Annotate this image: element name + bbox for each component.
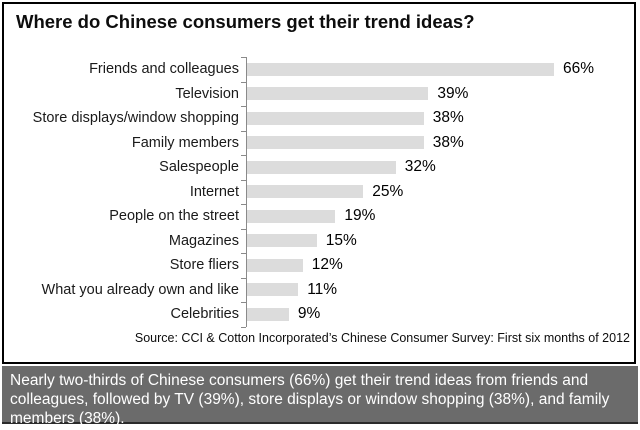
axis-tick bbox=[241, 253, 246, 254]
bar-track: 15% bbox=[246, 228, 634, 253]
category-label: Celebrities bbox=[170, 306, 240, 323]
bar-row: Store displays/window shopping 38% bbox=[4, 106, 634, 131]
value-label: 39% bbox=[437, 84, 469, 102]
chart-panel: Where do Chinese consumers get their tre… bbox=[2, 2, 636, 364]
axis-tick bbox=[241, 302, 246, 303]
bar bbox=[247, 185, 364, 199]
bar-chart: Friends and colleagues 66% Television 39% St… bbox=[4, 57, 634, 328]
bar bbox=[247, 87, 429, 101]
bar-track: 19% bbox=[246, 204, 634, 229]
bar bbox=[247, 160, 396, 174]
axis-tick bbox=[241, 82, 246, 83]
category-label: Friends and colleagues bbox=[89, 61, 239, 78]
category-label: Store displays/window shopping bbox=[32, 110, 239, 127]
bar-row: Store fliers 12% bbox=[4, 253, 634, 278]
value-label: 9% bbox=[297, 305, 321, 323]
bar-row: Friends and colleagues 66% bbox=[4, 57, 634, 82]
value-label: 32% bbox=[404, 158, 436, 176]
bar bbox=[247, 111, 424, 125]
bar-row: Magazines 15% bbox=[4, 228, 634, 253]
bar bbox=[247, 307, 289, 321]
category-label: Magazines bbox=[168, 232, 239, 249]
bar-track: 39% bbox=[246, 81, 634, 106]
axis-tick bbox=[241, 229, 246, 230]
summary-footer: Nearly two-thirds of Chinese consumers (… bbox=[2, 366, 638, 427]
axis-tick bbox=[241, 106, 246, 107]
bar-track: 11% bbox=[246, 277, 634, 302]
source-note: Source: CCI & Cotton Incorporated’s Chin… bbox=[134, 331, 630, 345]
category-label: Television bbox=[175, 85, 239, 102]
axis-tick bbox=[241, 57, 246, 58]
category-label: People on the street bbox=[109, 208, 239, 225]
axis-tick bbox=[241, 204, 246, 205]
bar bbox=[247, 283, 299, 297]
value-label: 19% bbox=[344, 207, 376, 225]
summary-text: Nearly two-thirds of Chinese consumers (… bbox=[10, 372, 610, 427]
bar-row: Internet 25% bbox=[4, 179, 634, 204]
bar-track: 12% bbox=[246, 253, 634, 278]
bar bbox=[247, 62, 554, 76]
category-label: Salespeople bbox=[159, 159, 239, 176]
category-label: Store fliers bbox=[169, 257, 239, 274]
bar-track: 9% bbox=[246, 302, 634, 327]
bar-row: Television 39% bbox=[4, 81, 634, 106]
bar bbox=[247, 209, 336, 223]
chart-title: Where do Chinese consumers get their tre… bbox=[16, 11, 475, 32]
bar-track: 38% bbox=[246, 130, 634, 155]
value-label: 38% bbox=[432, 109, 464, 127]
axis-tick bbox=[241, 131, 246, 132]
bar bbox=[247, 234, 317, 248]
axis-tick bbox=[241, 327, 246, 328]
bar-row: People on the street 19% bbox=[4, 204, 634, 229]
category-label: Internet bbox=[189, 183, 239, 200]
bar-track: 38% bbox=[246, 106, 634, 131]
bar-row: Salespeople 32% bbox=[4, 155, 634, 180]
axis-tick bbox=[241, 278, 246, 279]
bar-row: Celebrities 9% bbox=[4, 302, 634, 327]
value-label: 15% bbox=[325, 231, 357, 249]
axis-tick bbox=[241, 180, 246, 181]
value-label: 25% bbox=[372, 182, 404, 200]
category-label: What you already own and like bbox=[41, 281, 239, 298]
value-label: 66% bbox=[563, 60, 595, 78]
bar-row: Family members 38% bbox=[4, 130, 634, 155]
bar bbox=[247, 258, 303, 272]
bar-track: 66% bbox=[246, 57, 634, 82]
axis-tick bbox=[241, 155, 246, 156]
bar-track: 32% bbox=[246, 155, 634, 180]
category-label: Family members bbox=[131, 134, 239, 151]
value-label: 11% bbox=[307, 280, 338, 298]
value-label: 12% bbox=[311, 256, 343, 274]
value-label: 38% bbox=[432, 133, 464, 151]
bar-row: What you already own and like 11% bbox=[4, 277, 634, 302]
bar-track: 25% bbox=[246, 179, 634, 204]
bar bbox=[247, 136, 424, 150]
